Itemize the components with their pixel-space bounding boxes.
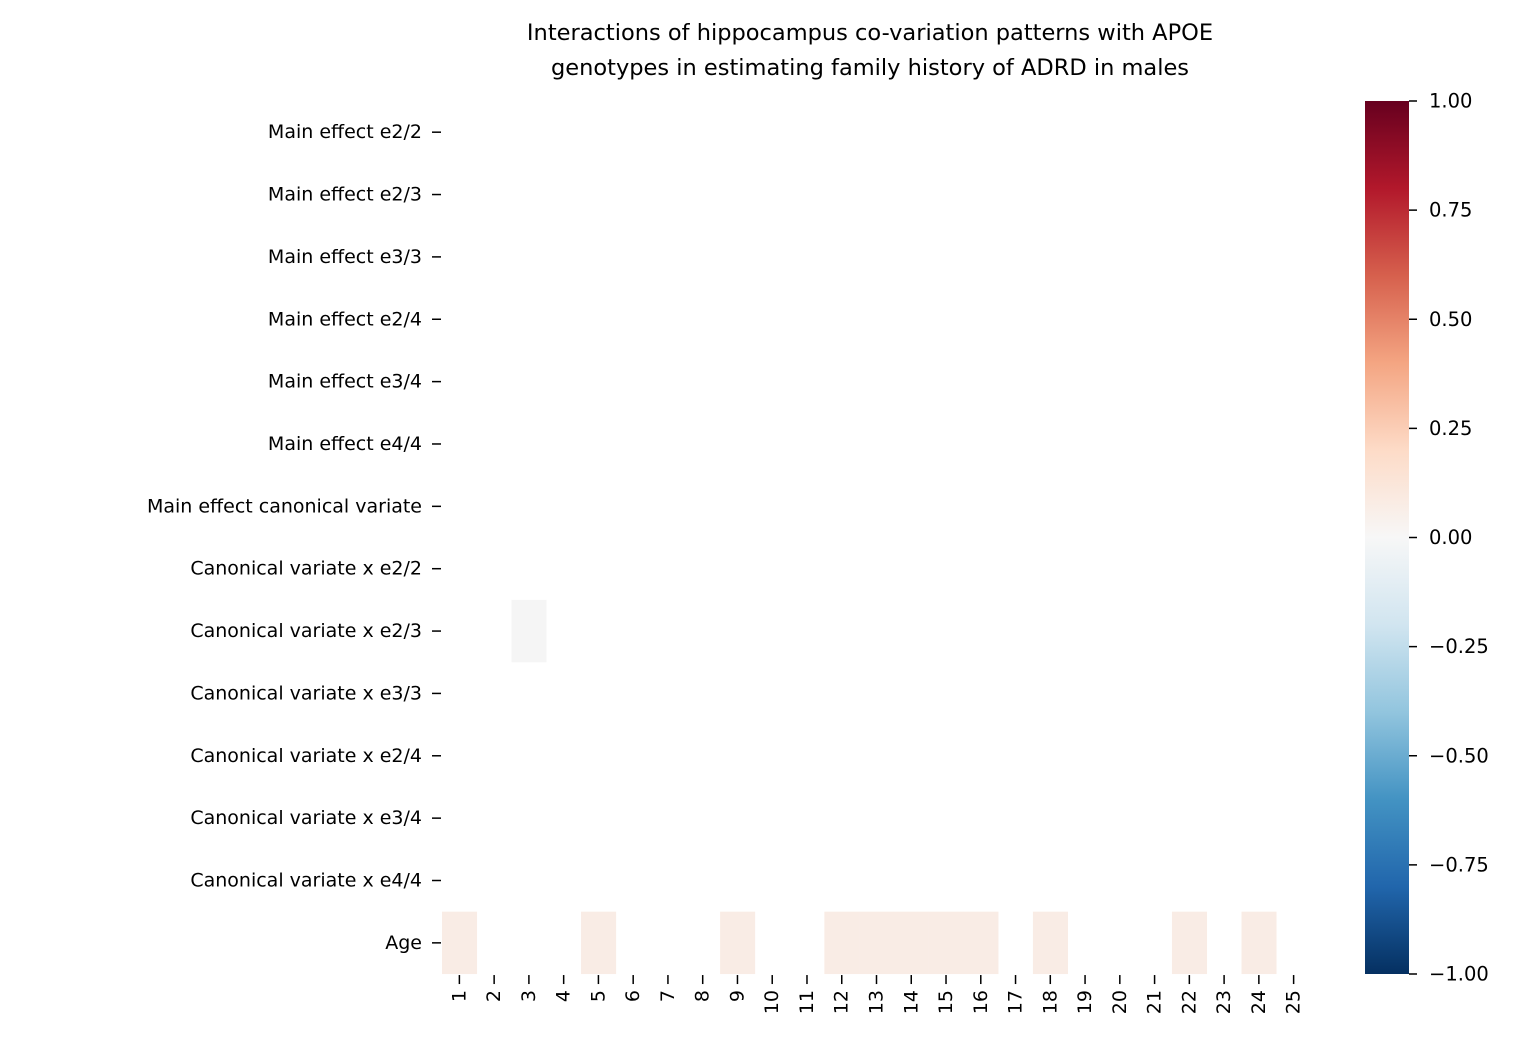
x-tick-label-8: 8	[692, 990, 714, 1002]
x-tick-label-20: 20	[1109, 990, 1131, 1014]
colorbar-tick-label-8: 1.00	[1429, 90, 1472, 113]
colorbar-gradient	[1365, 101, 1409, 974]
colorbar-tick-label-7: 0.75	[1429, 199, 1472, 222]
heatmap-cell-age-col-15	[928, 911, 964, 975]
x-tick-label-23: 23	[1213, 990, 1235, 1014]
heatmap-cell-age-col-16	[963, 911, 999, 975]
x-tick-label-18: 18	[1039, 990, 1061, 1014]
x-tick-label-11: 11	[796, 990, 818, 1014]
heatmap-cells	[442, 599, 1277, 975]
y-tick-label-age: Age	[385, 932, 422, 954]
colorbar-tick-label-2: −0.50	[1429, 744, 1489, 767]
x-tick-label-6: 6	[622, 990, 644, 1002]
colorbar-tick-label-3: −0.25	[1429, 635, 1489, 658]
x-tick-label-13: 13	[866, 990, 888, 1014]
heatmap-cell-age-col-1	[442, 911, 478, 975]
y-tick-label-main-effect-canonical-variate: Main effect canonical variate	[147, 495, 422, 517]
heatmap-cell-age-col-22	[1171, 911, 1208, 975]
x-tick-label-14: 14	[900, 990, 922, 1014]
chart-title-line-2: genotypes in estimating family history o…	[550, 55, 1190, 81]
x-tick-label-10: 10	[761, 990, 783, 1014]
x-tick-label-22: 22	[1178, 990, 1200, 1014]
colorbar-tick-label-5: 0.25	[1429, 417, 1472, 440]
y-tick-label-main-effect-e2-3: Main effect e2/3	[268, 184, 422, 206]
x-tick-label-15: 15	[935, 990, 957, 1014]
y-tick-label-canonical-variate-x-e3-4: Canonical variate x e3/4	[190, 807, 422, 829]
x-tick-label-24: 24	[1248, 990, 1270, 1014]
y-tick-label-main-effect-e4-4: Main effect e4/4	[268, 433, 422, 455]
x-tick-label-7: 7	[657, 990, 679, 1002]
heatmap-cell-age-col-13	[859, 911, 895, 975]
y-tick-label-main-effect-e3-3: Main effect e3/3	[268, 246, 422, 268]
x-tick-label-21: 21	[1144, 990, 1166, 1014]
colorbar-tick-label-0: −1.00	[1429, 963, 1489, 986]
x-tick-label-16: 16	[970, 990, 992, 1014]
colorbar-tick-label-6: 0.50	[1429, 308, 1472, 331]
chart-title-line-1: Interactions of hippocampus co-variation…	[526, 20, 1214, 46]
x-tick-label-19: 19	[1074, 990, 1096, 1014]
x-tick-label-3: 3	[518, 990, 540, 1002]
y-tick-label-main-effect-e3-4: Main effect e3/4	[268, 371, 422, 393]
y-tick-label-canonical-variate-x-e2-2: Canonical variate x e2/2	[190, 558, 422, 580]
x-tick-label-12: 12	[831, 990, 853, 1014]
y-tick-label-canonical-variate-x-e2-3: Canonical variate x e2/3	[190, 620, 422, 642]
heatmap-cell-age-col-12	[824, 911, 860, 975]
colorbar: −1.00 −0.75 −0.50 −0.25 0.00 0.25 0.50 0.75 1.00	[1365, 90, 1489, 986]
chart-title: Interactions of hippocampus co-variation…	[440, 16, 1300, 86]
colorbar-tick-label-4: 0.00	[1429, 526, 1472, 549]
y-tick-label-canonical-variate-x-e3-3: Canonical variate x e3/3	[190, 682, 422, 704]
colorbar-tick-label-1: −0.75	[1429, 853, 1489, 876]
x-tick-label-4: 4	[553, 990, 575, 1002]
x-tick-label-17: 17	[1005, 990, 1027, 1014]
x-tick-label-2: 2	[483, 990, 505, 1002]
heatmap-cell-age-col-18	[1032, 911, 1068, 975]
heatmap-cell-canonical-variate-x-e2-3-col-3	[511, 599, 547, 663]
x-tick-label-9: 9	[726, 990, 748, 1002]
x-axis: 1 2 3 4 5 6 7 8 9 10 11 12 13 14 15 16 17 18 19 20 21 22 23 24 2…	[448, 975, 1305, 1014]
x-tick-label-5: 5	[587, 990, 609, 1002]
y-tick-label-main-effect-e2-2: Main effect e2/2	[268, 121, 422, 143]
heatmap-cell-age-col-24	[1241, 911, 1277, 975]
heatmap-cell-age-col-5	[581, 911, 617, 975]
y-tick-label-canonical-variate-x-e4-4: Canonical variate x e4/4	[190, 870, 422, 892]
y-axis: Main effect e2/2 Main effect e2/3 Main eff…	[147, 121, 441, 954]
y-tick-label-main-effect-e2-4: Main effect e2/4	[268, 308, 422, 330]
heatmap-cell-age-col-9	[720, 911, 756, 975]
x-tick-label-25: 25	[1283, 990, 1305, 1014]
x-tick-label-1: 1	[448, 990, 470, 1002]
y-tick-label-canonical-variate-x-e2-4: Canonical variate x e2/4	[190, 745, 422, 767]
heatmap-cell-age-col-14	[893, 911, 929, 975]
